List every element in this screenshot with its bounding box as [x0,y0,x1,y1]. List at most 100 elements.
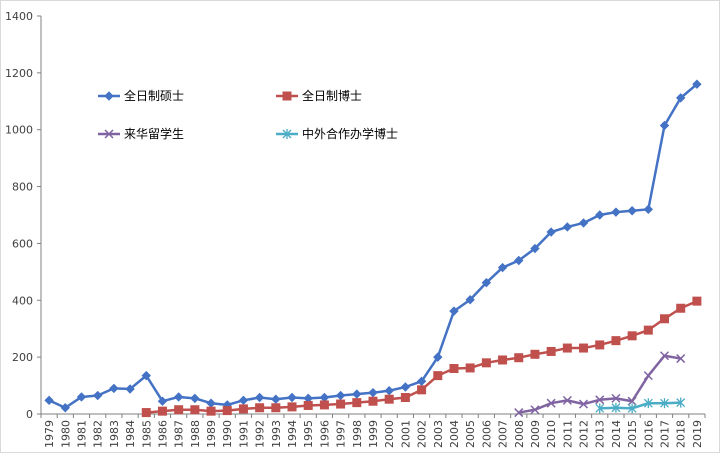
x-tick-label: 2017 [659,420,672,448]
data-point [141,408,151,418]
x-tick-label: 1986 [156,420,169,448]
x-tick-label: 1994 [286,420,299,448]
data-point [287,392,297,403]
data-point [676,93,686,103]
x-tick-label: 2002 [416,420,429,448]
data-point [676,303,686,313]
data-point [336,399,346,409]
legend-item: 中外合作办学博士 [276,126,398,141]
y-tick-label: 1200 [5,67,33,80]
x-tick-label: 1984 [124,420,137,448]
series-2 [141,296,702,418]
x-tick-label: 1996 [318,420,331,448]
data-point [157,396,168,406]
x-axis: 1979 1980 1981 1982 1983 1984 1985 1986 1987 1988… [40,413,706,448]
data-point [498,355,508,365]
data-point [643,371,653,381]
data-point [692,79,702,89]
data-point [400,393,410,403]
x-tick-label: 2018 [675,420,688,448]
data-point [481,358,491,368]
data-point [60,403,70,413]
data-point [659,120,670,131]
series-1 [44,79,702,413]
data-point [595,403,605,414]
y-tick-label: 0 [26,408,33,421]
data-point [141,370,151,381]
x-tick-label: 2011 [561,420,574,448]
legend-marker [104,91,114,101]
series-4 [595,397,686,414]
data-point [174,405,184,415]
legend-item: 全日制硕士 [98,88,184,103]
data-point [530,405,540,415]
data-point [254,392,265,403]
data-point [643,325,653,335]
data-point [238,404,248,414]
data-point [627,403,637,414]
x-tick-label: 1980 [59,420,72,448]
x-tick-label: 2010 [545,420,558,448]
data-point [546,398,556,408]
x-tick-label: 2009 [529,420,542,448]
data-point [400,382,411,392]
data-point [416,376,427,387]
data-point [595,210,605,220]
data-point [125,384,135,394]
legend-label: 中外合作办学博士 [302,126,398,141]
data-point [287,402,297,412]
data-point [676,354,686,364]
x-tick-label: 2004 [448,420,461,448]
data-point [319,400,329,410]
data-point [352,389,362,399]
x-tick-label: 2013 [594,420,607,448]
x-tick-label: 1991 [237,420,250,448]
y-tick-label: 400 [12,294,33,307]
x-tick-label: 1981 [75,420,88,448]
data-point [190,405,200,415]
x-tick-label: 2007 [497,420,510,448]
x-tick-label: 2015 [626,420,639,448]
x-tick-label: 2001 [399,420,412,448]
data-point [514,408,524,418]
x-tick-label: 2008 [513,420,526,448]
data-point [595,340,605,350]
data-point [449,306,459,316]
data-point [497,262,508,273]
y-axis: 0 200 400 600 800 1000 1200 1400 [5,10,42,421]
data-point [611,336,621,346]
data-point [627,331,637,341]
data-point [530,243,540,254]
x-tick-label: 1999 [367,420,380,448]
legend-marker [282,91,292,101]
data-point [76,392,87,402]
legend-item: 来华留学生 [98,126,184,141]
data-point [579,343,589,353]
data-point [578,218,589,228]
y-tick-label: 200 [12,351,33,364]
data-point [335,390,346,401]
data-point [579,399,589,409]
data-point [157,406,167,416]
data-point [271,394,281,404]
data-point [368,396,378,406]
x-tick-label: 2019 [691,420,704,448]
x-tick-label: 2003 [432,420,445,448]
y-tick-label: 600 [12,237,33,250]
data-point [319,392,330,403]
legend-marker [104,129,114,139]
x-tick-label: 1995 [302,420,315,448]
data-point [562,343,572,353]
series-3 [514,351,686,418]
data-point [546,227,556,237]
data-point [611,402,621,413]
y-tick-label: 1400 [5,10,33,23]
data-point [433,371,443,381]
series-line [599,401,681,410]
data-point [173,392,184,402]
data-point [562,395,572,405]
data-point [109,383,119,394]
x-tick-label: 1987 [173,420,186,448]
x-tick-label: 1979 [43,420,56,448]
x-tick-label: 1992 [254,420,267,448]
